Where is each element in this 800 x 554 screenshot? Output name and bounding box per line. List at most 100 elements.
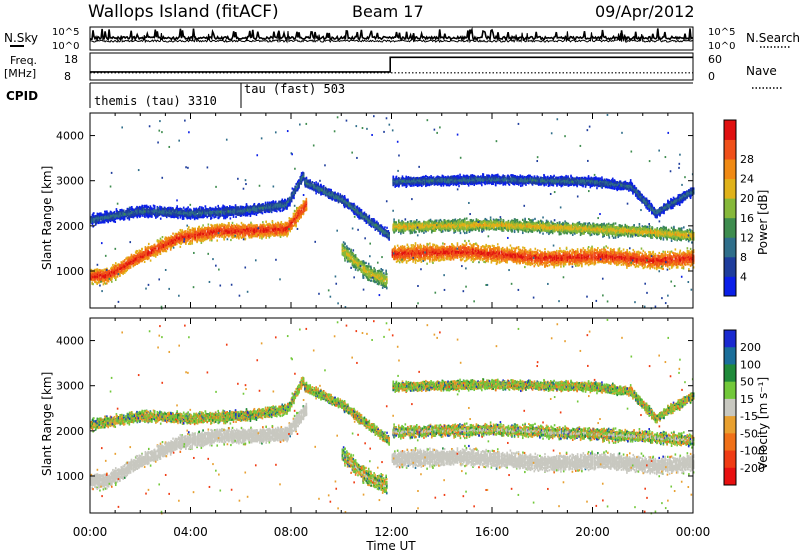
power-point-307 xyxy=(111,278,113,280)
cpid-mode-1: themis (tau) 3310 xyxy=(94,94,217,108)
power-point-1451 xyxy=(190,231,192,233)
power-point-845 xyxy=(148,247,150,249)
power-point-1202 xyxy=(172,244,174,246)
power-point-1020 xyxy=(160,238,162,240)
noise-left-label: N.Sky xyxy=(4,31,38,45)
power-point-3635 xyxy=(124,216,126,218)
noise-panel: N.Sky 10^5 10^0 10^5 10^0 N.Search xyxy=(4,27,800,52)
power-point-3827 xyxy=(138,210,140,212)
power-point-1341 xyxy=(182,233,184,235)
power-point-753 xyxy=(141,256,143,258)
freq-label-1: Freq. xyxy=(10,54,37,67)
power-point-3036 xyxy=(299,214,301,216)
power-point-3924 xyxy=(144,216,146,218)
power-point-2434 xyxy=(257,234,259,236)
power-point-1449 xyxy=(190,242,192,244)
power-point-3037 xyxy=(299,211,301,213)
power-point-1191 xyxy=(172,233,174,235)
power-point-2759 xyxy=(281,221,283,223)
power-point-3970 xyxy=(147,206,149,208)
power-point-2376 xyxy=(253,235,255,237)
station-title: Wallops Island (fitACF) xyxy=(88,2,279,22)
power-point-1495 xyxy=(193,233,195,235)
power-point-1201 xyxy=(172,238,174,240)
power-point-1258 xyxy=(176,234,178,236)
power-point-2044 xyxy=(232,222,234,224)
power-point-359 xyxy=(115,279,117,281)
power-point-2098 xyxy=(234,230,236,232)
nave-tick-bottom: 0 xyxy=(708,70,715,83)
power-point-949 xyxy=(155,249,157,251)
power-point-2925 xyxy=(291,220,293,222)
power-point-2608 xyxy=(270,235,272,237)
power-point-1636 xyxy=(202,240,204,242)
power-point-2728 xyxy=(277,231,279,233)
power-point-3185 xyxy=(93,215,95,217)
freq-tick-top: 18 xyxy=(64,53,78,66)
power-point-1103 xyxy=(166,250,168,252)
power-point-1580 xyxy=(198,236,200,238)
nave-tick-top: 60 xyxy=(708,53,722,66)
power-point-529 xyxy=(126,269,128,271)
power-point-2372 xyxy=(253,224,255,226)
power-point-2826 xyxy=(284,234,286,236)
power-point-2503 xyxy=(262,221,264,223)
power-point-2918 xyxy=(291,227,293,229)
power-point-3064 xyxy=(301,207,303,209)
power-point-3065 xyxy=(301,211,303,213)
power-point-1581 xyxy=(198,230,200,232)
power-point-1843 xyxy=(217,227,219,229)
power-point-1911 xyxy=(221,230,223,232)
power-point-853 xyxy=(148,252,150,254)
power-point-1942 xyxy=(223,238,225,240)
power-point-3131 xyxy=(306,205,308,207)
power-point-867 xyxy=(150,260,152,262)
power-point-2715 xyxy=(277,234,279,236)
power-point-2518 xyxy=(263,234,265,236)
power-point-1339 xyxy=(182,240,184,242)
power-point-3860 xyxy=(139,208,141,210)
power-point-1014 xyxy=(160,253,162,255)
power-data-layer xyxy=(91,114,695,309)
power-point-376 xyxy=(115,267,117,269)
power-point-1061 xyxy=(163,249,165,251)
freq-label-2: [MHz] xyxy=(4,67,36,80)
power-point-1635 xyxy=(202,224,204,226)
power-point-811 xyxy=(145,257,147,259)
power-point-2379 xyxy=(253,231,255,233)
nave-label: Nave xyxy=(746,64,777,78)
power-point-1426 xyxy=(188,226,190,228)
power-point-1021 xyxy=(160,249,162,251)
power-point-3861 xyxy=(139,213,141,215)
power-point-2378 xyxy=(253,229,255,231)
power-point-2724 xyxy=(277,224,279,226)
power-point-2823 xyxy=(284,227,286,229)
power-point-751 xyxy=(141,251,143,253)
power-point-2537 xyxy=(265,221,267,223)
power-point-1255 xyxy=(176,240,178,242)
power-point-1292 xyxy=(180,246,182,248)
power-point-754 xyxy=(141,260,143,262)
power-point-2952 xyxy=(294,210,296,212)
power-point-3863 xyxy=(139,210,141,212)
power-point-779 xyxy=(144,261,146,263)
power-point-2008 xyxy=(228,228,230,230)
noise-left-tick-bottom: 10^0 xyxy=(52,41,79,52)
freq-trace xyxy=(90,57,693,72)
power-point-3527 xyxy=(116,217,118,219)
power-point-1519 xyxy=(194,231,196,233)
power-point-2305 xyxy=(249,229,251,231)
cpid-label: CPID xyxy=(6,89,38,103)
power-point-3495 xyxy=(114,221,116,223)
power-point-988 xyxy=(158,240,160,242)
power-point-1915 xyxy=(221,235,223,237)
power-point-948 xyxy=(155,251,157,253)
power-point-2631 xyxy=(272,220,274,222)
power-point-3946 xyxy=(146,205,148,207)
power-point-680 xyxy=(137,259,139,261)
power-point-377 xyxy=(115,271,117,273)
power-point-2107 xyxy=(236,223,238,225)
freq-tick-bottom: 8 xyxy=(64,70,71,83)
power-point-2253 xyxy=(245,227,247,229)
